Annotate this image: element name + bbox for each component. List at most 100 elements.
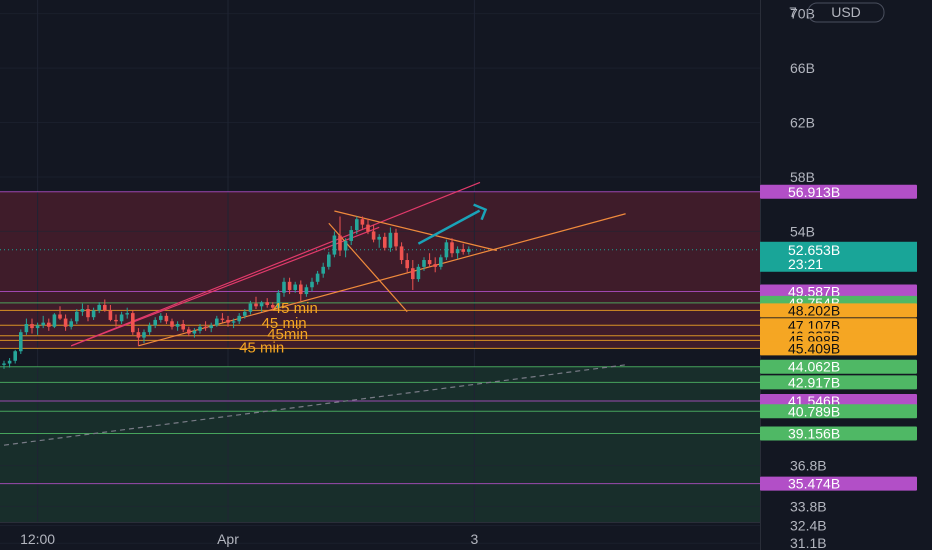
resistance-zone bbox=[0, 191, 760, 349]
candle-body bbox=[461, 249, 465, 252]
last-price-label[interactable]: 52.653B bbox=[788, 242, 840, 258]
trendline[interactable] bbox=[70, 181, 481, 347]
price-badge[interactable] bbox=[760, 184, 917, 199]
price-badge[interactable] bbox=[760, 359, 917, 374]
candle-body bbox=[355, 219, 359, 231]
candle-body bbox=[125, 313, 129, 315]
time-axis-label: 12:00 bbox=[20, 531, 55, 547]
candle-body bbox=[80, 309, 85, 312]
candle-body bbox=[198, 326, 202, 331]
price-badge[interactable] bbox=[760, 404, 917, 419]
candle-body bbox=[175, 324, 180, 327]
trendline[interactable] bbox=[328, 222, 408, 313]
candle-body bbox=[226, 319, 230, 323]
price-badge-label[interactable]: 56.913B bbox=[788, 184, 840, 200]
annotation-label[interactable]: 45 min bbox=[262, 315, 307, 332]
price-badge-label[interactable]: 40.789B bbox=[788, 403, 840, 419]
candle-body bbox=[142, 332, 146, 338]
candle-body bbox=[276, 292, 281, 308]
trendline[interactable] bbox=[138, 213, 626, 347]
currency-button[interactable] bbox=[807, 2, 885, 23]
candle-body bbox=[35, 325, 40, 329]
candle-body bbox=[315, 273, 320, 282]
candle-body bbox=[13, 351, 17, 361]
candle-body bbox=[164, 315, 169, 322]
candle-body bbox=[388, 232, 393, 248]
candle-body bbox=[19, 332, 23, 352]
candle-body bbox=[58, 314, 62, 319]
candle-body bbox=[259, 302, 264, 307]
annotation-label[interactable]: 45min bbox=[267, 326, 308, 343]
candle-body bbox=[243, 311, 247, 316]
price-axis-label: 62B bbox=[790, 115, 815, 131]
candle-body bbox=[343, 240, 348, 251]
candle-body bbox=[30, 324, 34, 329]
candle-body bbox=[399, 246, 404, 261]
annotation-label[interactable]: 45 min bbox=[273, 300, 318, 317]
candle-body bbox=[147, 325, 152, 333]
price-badge-label[interactable]: 49.587B bbox=[788, 284, 840, 300]
candle-body bbox=[47, 322, 51, 327]
price-badge-label[interactable]: 39.156B bbox=[788, 426, 840, 442]
candle-body bbox=[360, 219, 365, 225]
forecast-arrow-head[interactable] bbox=[473, 203, 488, 221]
candle-body bbox=[103, 304, 107, 311]
candle-body bbox=[383, 236, 387, 248]
candle-body bbox=[467, 249, 471, 252]
forecast-arrow[interactable] bbox=[417, 209, 481, 245]
price-badge[interactable] bbox=[760, 426, 917, 441]
candle-body bbox=[254, 303, 258, 307]
candle-body bbox=[97, 304, 101, 311]
price-badge-label[interactable]: 42.917B bbox=[788, 374, 840, 390]
price-badge-label[interactable]: 45.409B bbox=[788, 340, 840, 356]
currency-button-label[interactable]: USD bbox=[831, 4, 861, 20]
annotation-label[interactable]: 45 min bbox=[239, 340, 284, 357]
candle-body bbox=[293, 284, 297, 290]
candle-body bbox=[52, 314, 57, 327]
time-axis-label: 3 bbox=[471, 531, 479, 547]
price-axis-label: 58B bbox=[790, 169, 815, 185]
candle-body bbox=[433, 264, 437, 267]
candle-body bbox=[41, 322, 45, 326]
candle-body bbox=[131, 313, 135, 333]
price-axis-label: 66B bbox=[790, 60, 815, 76]
candle-body bbox=[394, 232, 398, 247]
candle-body bbox=[215, 318, 219, 326]
candle-body bbox=[114, 319, 118, 322]
candle-body bbox=[153, 319, 157, 326]
candle-body bbox=[422, 260, 426, 267]
trendline[interactable] bbox=[70, 226, 380, 347]
bar-countdown-label: 23:21 bbox=[788, 256, 823, 272]
price-badge-label[interactable]: 35.474B bbox=[788, 476, 840, 492]
price-badge[interactable] bbox=[760, 284, 917, 299]
candle-body bbox=[209, 325, 213, 329]
price-badge-label[interactable]: 44.062B bbox=[788, 359, 840, 375]
price-axis-label: 32.4B bbox=[790, 517, 827, 533]
candle-body bbox=[439, 257, 443, 267]
candle-body bbox=[91, 310, 96, 318]
trendline[interactable] bbox=[3, 364, 626, 446]
candle-body bbox=[69, 321, 73, 327]
price-badge[interactable] bbox=[760, 341, 917, 356]
candle-body bbox=[282, 281, 286, 293]
price-badge[interactable] bbox=[760, 375, 917, 390]
price-badge[interactable] bbox=[760, 303, 917, 318]
candle-body bbox=[203, 326, 208, 329]
last-price-badge[interactable] bbox=[760, 241, 917, 272]
price-axis-label: 54B bbox=[790, 223, 815, 239]
candle-body bbox=[405, 260, 409, 269]
price-axis-label: 33.8B bbox=[790, 498, 827, 514]
price-badge[interactable] bbox=[760, 476, 917, 491]
candle-body bbox=[271, 304, 275, 308]
candle-body bbox=[265, 302, 269, 305]
candle-body bbox=[2, 363, 6, 365]
price-badge-label[interactable]: 48.202B bbox=[788, 302, 840, 318]
trendline[interactable] bbox=[334, 210, 497, 252]
candle-body bbox=[299, 284, 303, 295]
candle-body bbox=[377, 236, 381, 240]
time-axis-label: Apr bbox=[217, 531, 239, 547]
top-partial-label: 7 bbox=[789, 4, 797, 20]
